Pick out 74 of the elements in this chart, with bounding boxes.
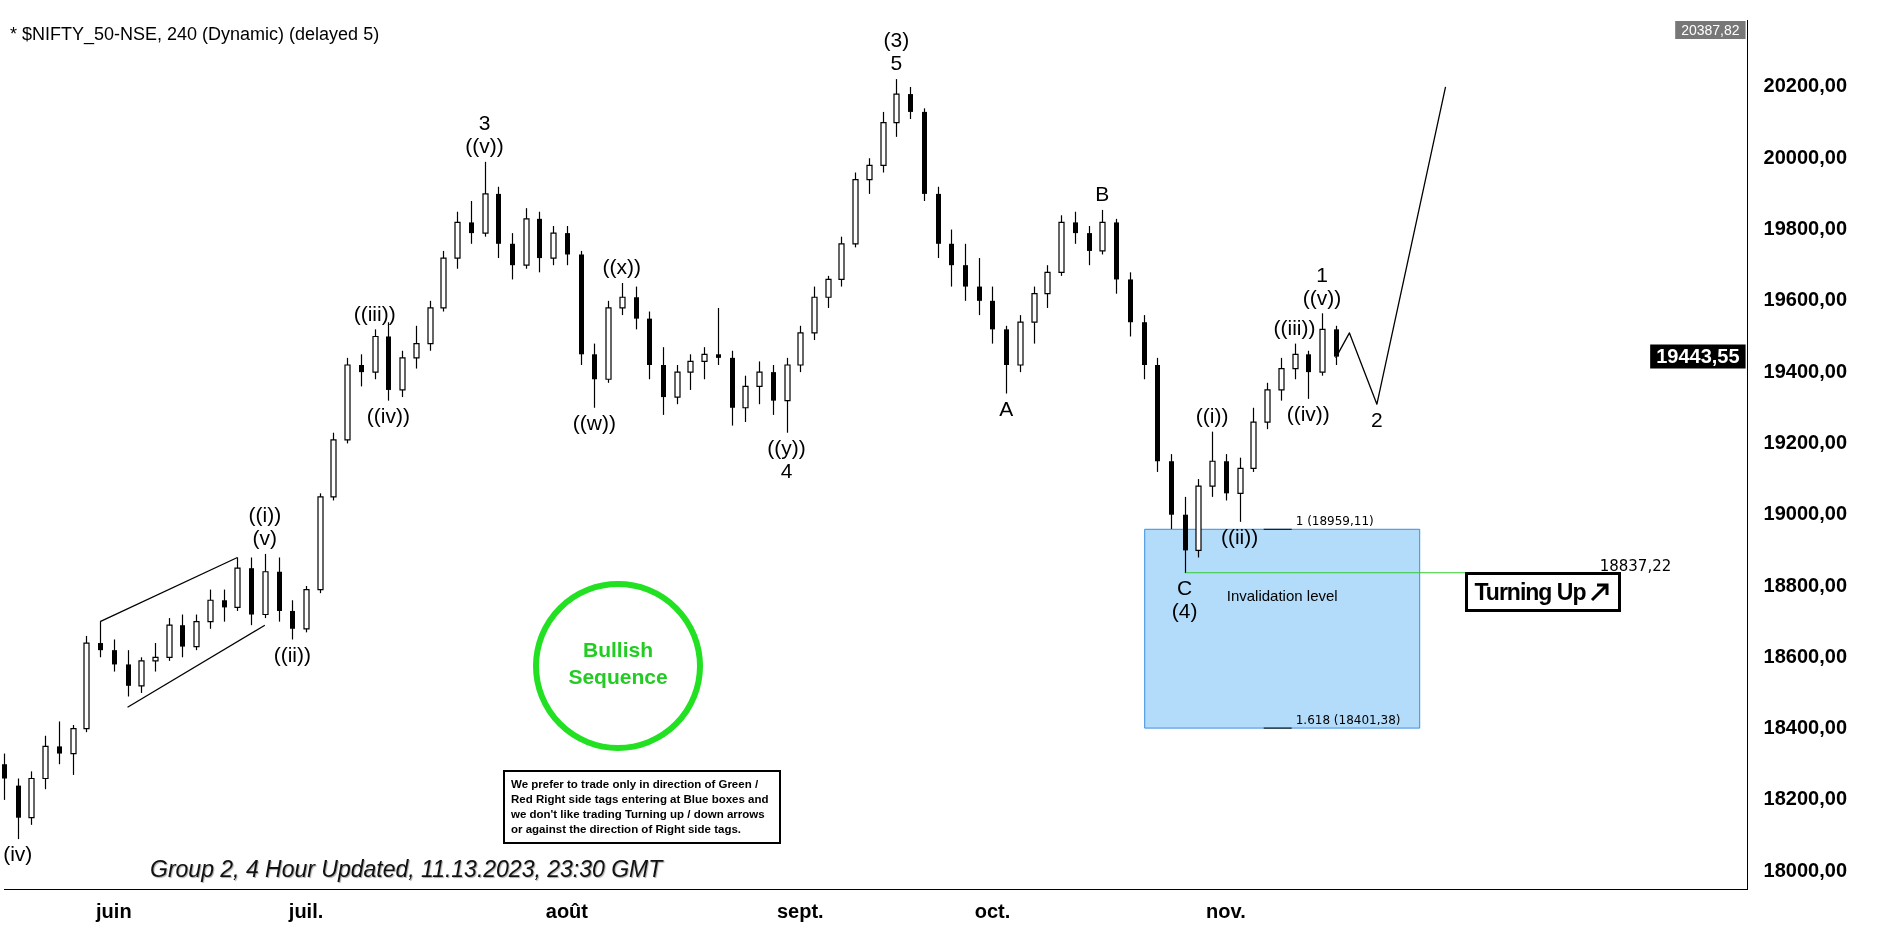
annotation: C (1177, 576, 1193, 600)
candlestick (1073, 211, 1078, 245)
candlestick (1087, 225, 1092, 266)
annotation: ((i)) (1195, 403, 1229, 427)
candlestick (963, 243, 968, 302)
annotation: Bullish Sequence (567, 637, 669, 690)
y-tick-label: 18000,00 (1763, 858, 1847, 881)
annotation: ((ii)) (1220, 525, 1259, 549)
x-tick-label: oct. (974, 899, 1011, 922)
annotation: 4 (780, 459, 793, 483)
x-tick-label: nov. (1206, 899, 1246, 922)
annotation: 2 (1371, 407, 1383, 431)
y-tick-label: 20000,00 (1763, 145, 1847, 168)
y-tick-label: 19800,00 (1763, 217, 1847, 240)
y-tick-label: 19600,00 (1763, 288, 1847, 311)
annotation: ((x)) (602, 255, 642, 279)
annotation: ((i)) (248, 503, 282, 527)
chart-title: * $NIFTY_50-NSE, 240 (Dynamic) (delayed 5) (10, 23, 380, 45)
annotation: (3) (883, 28, 910, 52)
annotation: 1 (1316, 262, 1328, 286)
candlestick (1306, 350, 1311, 400)
annotation: ((w)) (572, 411, 616, 435)
ref-line-label: 1 (18959,11) (1295, 514, 1374, 529)
candlestick (112, 638, 117, 673)
y-tick-label: 20200,00 (1763, 74, 1847, 97)
x-tick-label: sept. (776, 899, 824, 922)
ref-line-label: 18837,22 (1599, 557, 1672, 576)
candlestick (510, 232, 515, 281)
annotation: ((iii)) (353, 301, 396, 325)
annotation: We prefer to trade only in direction of Green / Red Right side tags entering at Blue boxes and we don't like trading Turning up / down arrows or against the direction of Right side tags. (503, 770, 781, 844)
annotation: ((iv)) (366, 403, 410, 427)
annotation: ((iii)) (1273, 315, 1316, 339)
candlestick (126, 649, 131, 698)
annotation: ((iv)) (1286, 402, 1330, 426)
annotation: Turning Up (1474, 578, 1586, 606)
annotation: ((v)) (1302, 285, 1342, 309)
annotation: A (999, 396, 1014, 420)
y-tick-label: 19200,00 (1763, 430, 1847, 453)
y-tick-label: 18600,00 (1763, 644, 1847, 667)
annotation: Invalidation level (1226, 586, 1338, 604)
x-tick-label: juil. (287, 899, 324, 922)
candlestick (977, 257, 982, 316)
annotation: 5 (890, 51, 903, 75)
annotation: ((v)) (465, 134, 504, 158)
candlestick (908, 86, 913, 120)
candlestick (359, 353, 364, 387)
candlestick (634, 285, 639, 330)
candlestick (290, 599, 295, 641)
annotation: (iv) (3, 842, 33, 866)
x-tick-label: août (545, 899, 589, 922)
annotation: 3 (478, 111, 491, 135)
annotation: 19443,55 (1656, 345, 1740, 368)
annotation: Group 2, 4 Hour Updated, 11.13.2023, 23:30 GMT (150, 856, 663, 883)
annotation: (v) (252, 526, 278, 550)
x-tick-label: juin (95, 899, 132, 922)
candlestick (57, 720, 62, 765)
annotation: (4) (1171, 599, 1198, 623)
candlestick (565, 225, 570, 266)
y-tick-label: 19000,00 (1763, 502, 1847, 525)
annotation: B (1095, 182, 1110, 206)
candlestick (222, 588, 227, 623)
y-tick-label: 18200,00 (1763, 787, 1847, 810)
annotation: ((ii)) (273, 642, 311, 666)
annotation: 20387,82 (1681, 21, 1740, 38)
candlestick (180, 613, 185, 658)
y-tick-label: 19400,00 (1763, 359, 1847, 382)
candlestick (469, 200, 474, 245)
y-tick-label: 18800,00 (1763, 573, 1847, 596)
y-tick-label: 18400,00 (1763, 716, 1847, 739)
candlestick (949, 228, 954, 288)
annotation: ((y)) (767, 436, 806, 460)
ref-line-label: 1.618 (18401,38) (1295, 713, 1401, 728)
candlestick (2, 752, 7, 801)
candlestick (716, 307, 721, 366)
